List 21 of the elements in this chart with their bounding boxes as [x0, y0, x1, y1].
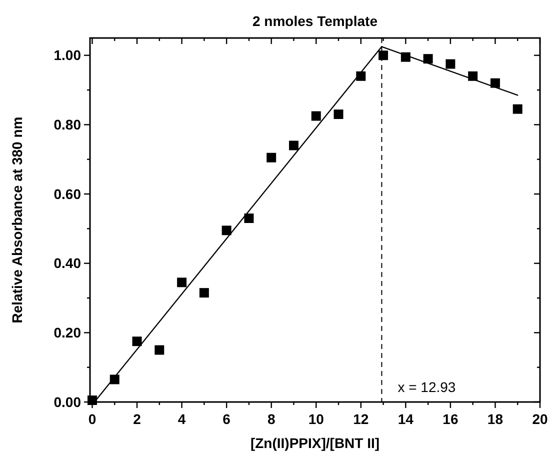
x-tick-label: 10 [308, 411, 324, 427]
x-tick-label: 6 [222, 411, 231, 427]
y-tick-label: 1.00 [54, 47, 82, 64]
chart-title: 2 nmoles Template [252, 13, 378, 29]
x-tick-label: 2 [133, 411, 142, 427]
x-tick-label: 8 [267, 411, 276, 427]
y-tick-label: 0.40 [54, 255, 82, 272]
y-tick-label: 0.20 [54, 324, 82, 341]
x-tick-label: 0 [88, 411, 96, 427]
x-tick-label: 16 [442, 411, 458, 427]
y-axis-title: Relative Absorbance at 380 nm [9, 116, 25, 324]
x-tick-label: 18 [487, 411, 504, 427]
x-axis-title: [Zn(II)PPIX]/[BNT II] [250, 435, 380, 451]
x-tick-label: 4 [178, 411, 186, 427]
x-tick-label: 20 [532, 411, 548, 427]
x-tick-label: 12 [353, 411, 369, 427]
y-tick-label: 0.00 [54, 394, 82, 410]
y-tick-label: 0.60 [54, 186, 82, 202]
x-tick-label: 14 [398, 411, 414, 427]
y-tick-label: 0.80 [54, 116, 82, 133]
ref-line-label: x = 12.93 [398, 379, 456, 395]
